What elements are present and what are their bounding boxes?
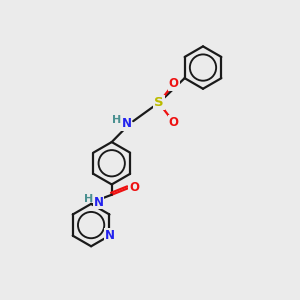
- Text: O: O: [129, 181, 140, 194]
- Text: H: H: [83, 194, 93, 204]
- Text: N: N: [94, 196, 103, 208]
- Text: N: N: [122, 117, 131, 130]
- Text: O: O: [169, 116, 178, 128]
- Text: S: S: [154, 96, 164, 110]
- Text: H: H: [112, 115, 122, 125]
- Text: O: O: [169, 77, 178, 90]
- Text: N: N: [104, 229, 115, 242]
